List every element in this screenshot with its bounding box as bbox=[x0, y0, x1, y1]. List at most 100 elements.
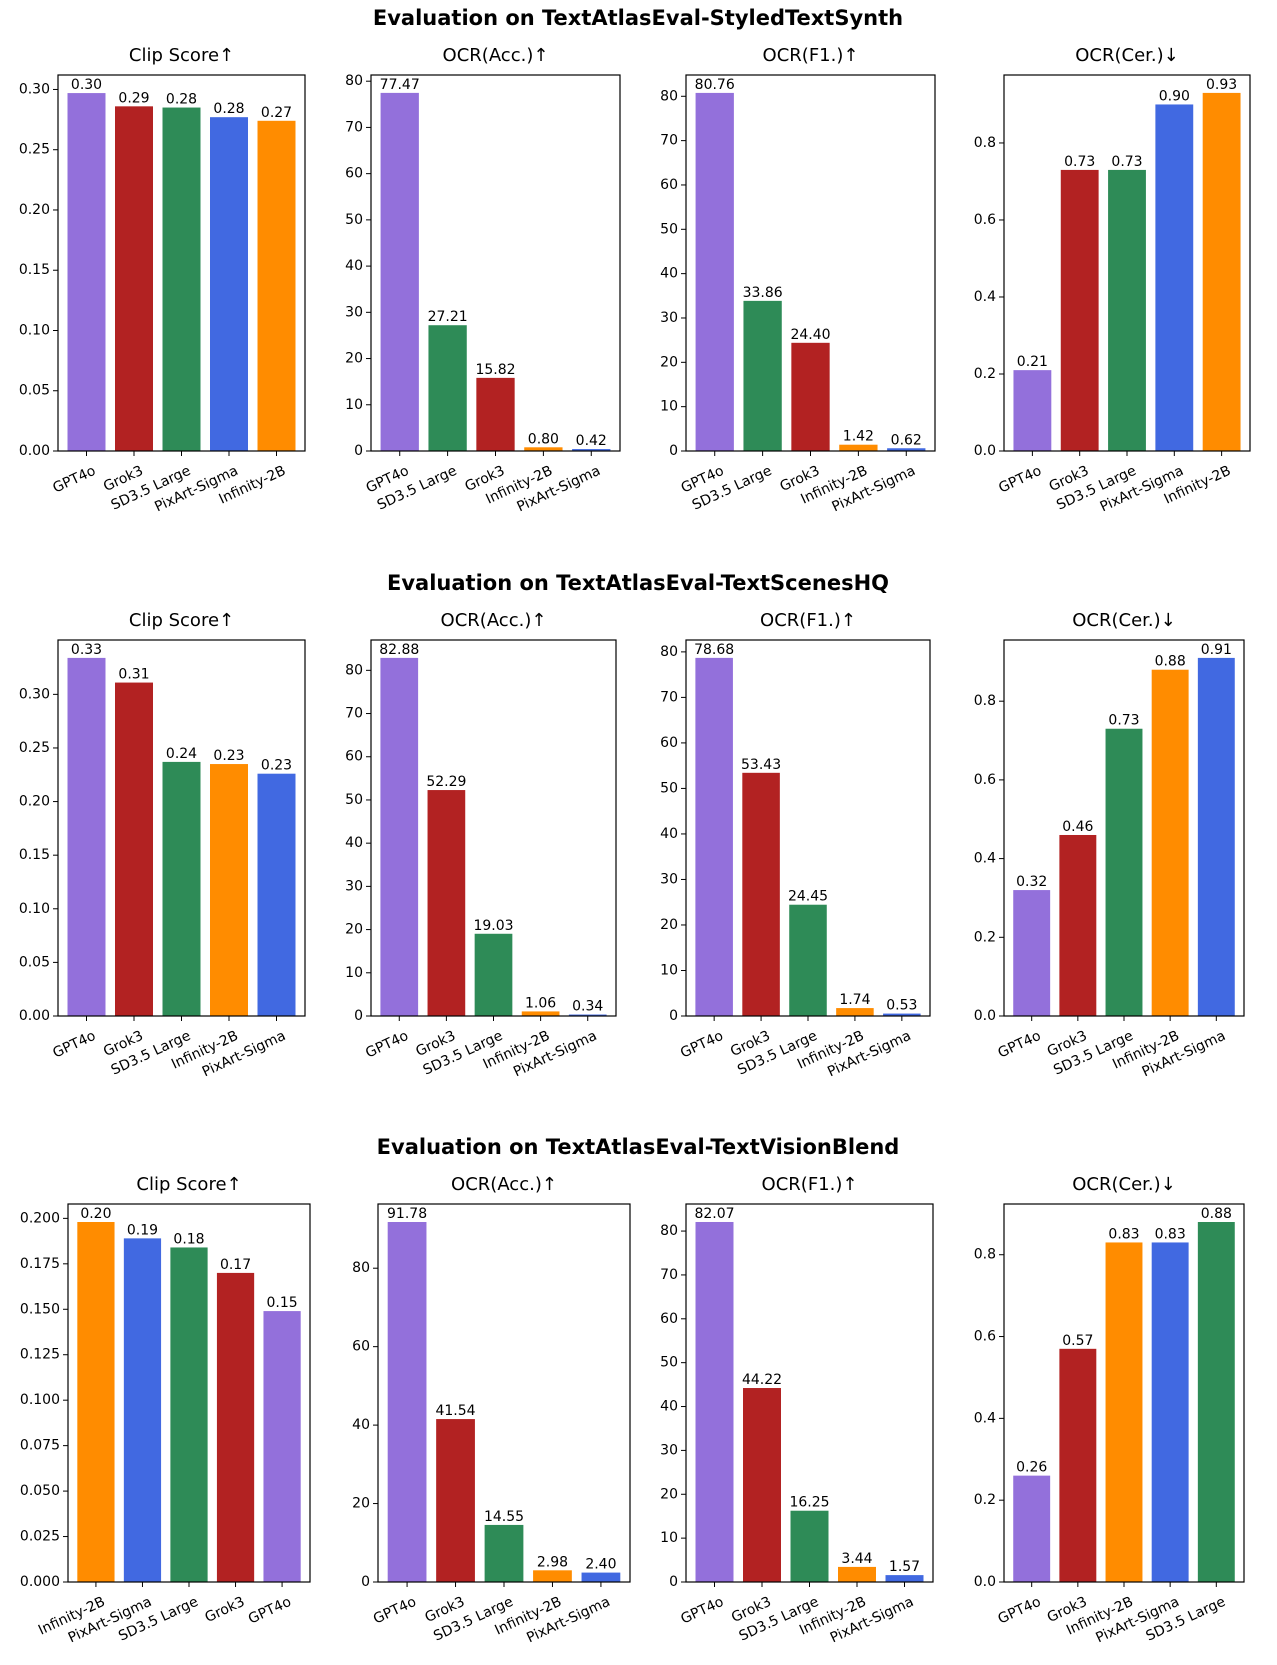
bar-gpt4o bbox=[387, 1222, 427, 1582]
y-tick-label: 0.050 bbox=[20, 1483, 60, 1499]
panel-clip-score: Clip Score↑0.20Infinity-2B0.19PixArt-Sig… bbox=[20, 1174, 311, 1646]
value-label: 78.68 bbox=[694, 642, 734, 658]
bar-sd3-5-large bbox=[1108, 169, 1146, 451]
bar-sd3-5-large bbox=[1197, 1222, 1235, 1582]
y-tick-label: 80 bbox=[352, 1260, 370, 1276]
bar-grok3 bbox=[1060, 169, 1099, 451]
bar-infinity-2b bbox=[1151, 669, 1189, 1016]
axes-frame bbox=[1003, 74, 1251, 452]
bar-gpt4o bbox=[263, 1311, 301, 1582]
value-label: 3.44 bbox=[841, 1551, 872, 1567]
panel-title: OCR(Acc.)↑ bbox=[443, 45, 549, 66]
y-tick-label: 0.30 bbox=[19, 81, 50, 97]
y-tick-label: 0.200 bbox=[20, 1210, 60, 1226]
x-tick-label: GPT4o bbox=[996, 1594, 1044, 1628]
value-label: 1.42 bbox=[843, 429, 874, 445]
value-label: 0.88 bbox=[1201, 1206, 1232, 1222]
y-tick-label: 60 bbox=[660, 177, 678, 193]
y-tick-label: 70 bbox=[345, 119, 363, 135]
value-label: 16.25 bbox=[789, 1495, 829, 1511]
value-label: 0.24 bbox=[166, 746, 197, 762]
axes-frame bbox=[1003, 639, 1245, 1017]
value-label: 2.40 bbox=[585, 1557, 616, 1573]
y-tick-label: 0.30 bbox=[19, 686, 50, 702]
y-tick-label: 50 bbox=[345, 212, 363, 228]
bar-sd3-5-large bbox=[162, 107, 201, 452]
bar-pixart-sigma bbox=[1151, 1242, 1189, 1582]
y-tick-label: 0.8 bbox=[974, 693, 996, 709]
y-tick-label: 0.15 bbox=[19, 847, 50, 863]
value-label: 14.55 bbox=[484, 1509, 524, 1525]
axes-frame bbox=[370, 639, 617, 1017]
row-title: Evaluation on TextAtlasEval-TextScenesHQ bbox=[387, 571, 889, 595]
y-tick-label: 0 bbox=[354, 1008, 363, 1024]
value-label: 82.07 bbox=[694, 1206, 734, 1222]
value-label: 0.62 bbox=[891, 432, 922, 448]
bar-infinity-2b bbox=[521, 1011, 560, 1016]
y-tick-label: 30 bbox=[660, 310, 678, 326]
bar-pixart-sigma bbox=[887, 448, 926, 451]
value-label: 0.57 bbox=[1062, 1333, 1093, 1349]
bar-grok3 bbox=[791, 342, 830, 451]
value-label: 53.43 bbox=[741, 757, 781, 773]
y-tick-label: 70 bbox=[345, 706, 363, 722]
value-label: 91.78 bbox=[387, 1206, 427, 1222]
value-label: 80.76 bbox=[695, 77, 735, 93]
value-label: 15.82 bbox=[475, 362, 515, 378]
y-tick-label: 60 bbox=[660, 1311, 678, 1327]
value-label: 0.23 bbox=[213, 748, 244, 764]
y-tick-label: 80 bbox=[345, 662, 363, 678]
value-label: 0.18 bbox=[173, 1231, 204, 1247]
y-tick-label: 0.125 bbox=[20, 1347, 60, 1363]
bar-pixart-sigma bbox=[568, 1014, 607, 1016]
bar-gpt4o bbox=[1013, 1475, 1051, 1582]
y-tick-label: 0.150 bbox=[20, 1301, 60, 1317]
y-tick-label: 20 bbox=[660, 354, 678, 370]
y-tick-label: 0.8 bbox=[974, 135, 996, 151]
bar-gpt4o bbox=[67, 657, 106, 1016]
value-label: 0.20 bbox=[80, 1206, 111, 1222]
axes-frame bbox=[685, 74, 936, 452]
bar-pixart-sigma bbox=[581, 1572, 621, 1582]
bar-infinity-2b bbox=[836, 1008, 874, 1016]
y-tick-label: 20 bbox=[660, 917, 678, 933]
y-tick-label: 80 bbox=[345, 73, 363, 89]
y-tick-label: 30 bbox=[660, 871, 678, 887]
bar-infinity-2b bbox=[1202, 92, 1241, 452]
bar-grok3 bbox=[115, 682, 153, 1016]
panel-title: OCR(Cer.)↓ bbox=[1072, 610, 1175, 631]
bar-sd3-5-large bbox=[789, 904, 827, 1016]
y-tick-label: 50 bbox=[660, 221, 678, 237]
x-tick-label: GPT4o bbox=[371, 1594, 419, 1628]
value-label: 0.73 bbox=[1064, 154, 1095, 170]
y-tick-label: 40 bbox=[345, 835, 363, 851]
panel-title: OCR(Acc.)↑ bbox=[441, 610, 547, 631]
bar-gpt4o bbox=[695, 1221, 734, 1582]
y-tick-label: 40 bbox=[660, 826, 678, 842]
y-tick-label: 0 bbox=[354, 443, 363, 459]
bar-sd3-5-large bbox=[428, 325, 467, 451]
value-label: 27.21 bbox=[428, 309, 468, 325]
value-label: 0.83 bbox=[1155, 1226, 1186, 1242]
panel-ocr-cer: OCR(Cer.)↓0.26GPT4o0.57Grok30.83Infinity… bbox=[974, 1174, 1245, 1646]
y-tick-label: 0.075 bbox=[20, 1438, 60, 1454]
bar-infinity-2b bbox=[533, 1570, 572, 1582]
y-tick-label: 40 bbox=[352, 1417, 370, 1433]
y-tick-label: 30 bbox=[660, 1442, 678, 1458]
bar-gpt4o bbox=[380, 657, 419, 1016]
y-tick-label: 10 bbox=[345, 397, 363, 413]
value-label: 0.73 bbox=[1108, 713, 1139, 729]
bar-pixart-sigma bbox=[210, 117, 248, 451]
x-tick-label: GPT4o bbox=[678, 1028, 726, 1062]
y-tick-label: 70 bbox=[660, 1267, 678, 1283]
y-tick-label: 0 bbox=[361, 1574, 370, 1590]
y-tick-label: 0 bbox=[669, 1574, 678, 1590]
y-tick-label: 80 bbox=[660, 644, 678, 660]
bar-pixart-sigma bbox=[257, 773, 296, 1016]
bar-infinity-2b bbox=[1105, 1242, 1143, 1582]
y-tick-label: 0.25 bbox=[19, 740, 50, 756]
